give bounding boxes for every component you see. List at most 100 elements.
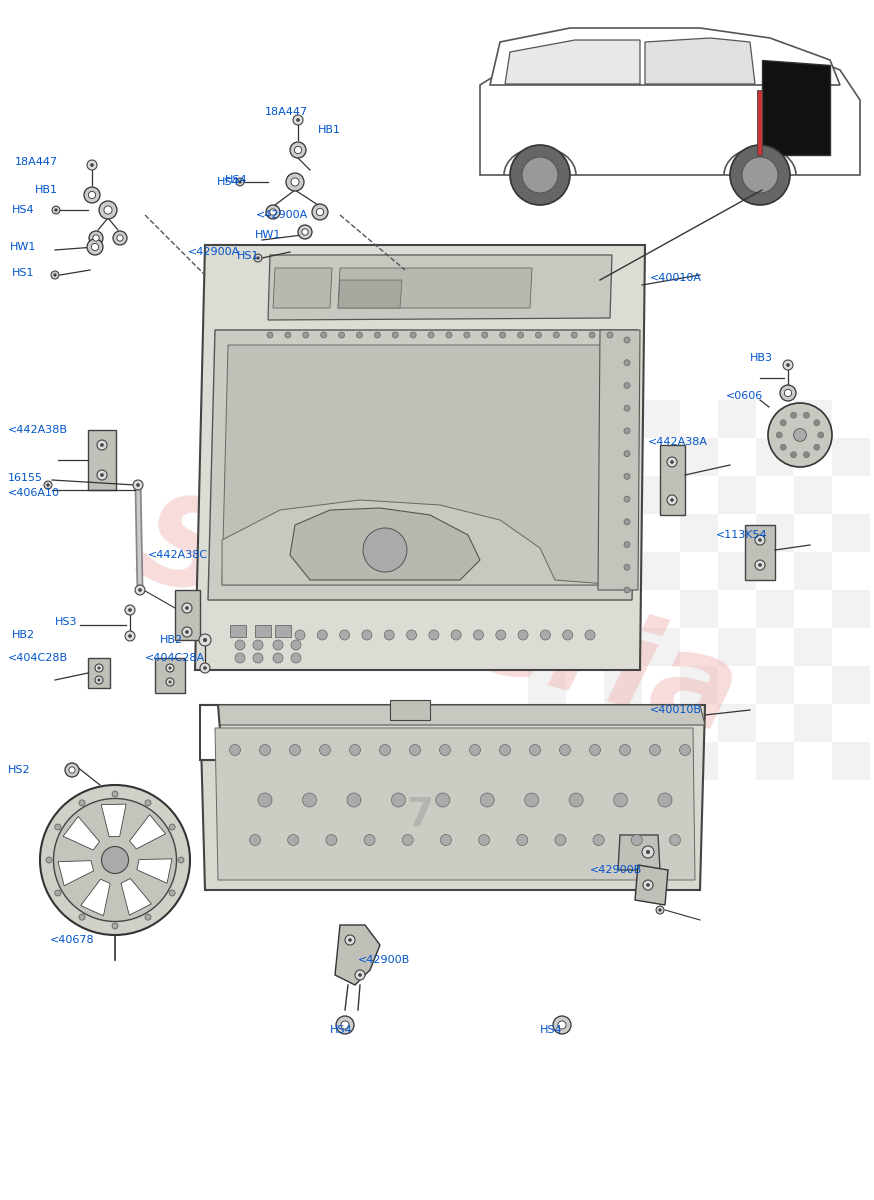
- Circle shape: [624, 564, 630, 570]
- Circle shape: [145, 800, 151, 806]
- Bar: [566, 400, 604, 438]
- Circle shape: [87, 160, 97, 170]
- Circle shape: [166, 678, 174, 686]
- Circle shape: [117, 235, 123, 241]
- Polygon shape: [762, 60, 830, 155]
- Circle shape: [204, 666, 206, 670]
- Polygon shape: [273, 268, 332, 308]
- Circle shape: [320, 744, 330, 756]
- Circle shape: [364, 834, 375, 846]
- Circle shape: [536, 332, 541, 338]
- Polygon shape: [101, 804, 126, 836]
- Bar: [566, 438, 604, 476]
- Polygon shape: [200, 704, 705, 890]
- Circle shape: [270, 209, 276, 215]
- Circle shape: [88, 191, 95, 198]
- Circle shape: [559, 744, 571, 756]
- Circle shape: [624, 428, 630, 434]
- Polygon shape: [598, 330, 640, 590]
- Text: <406A10: <406A10: [8, 488, 60, 498]
- Text: <404C28A: <404C28A: [145, 653, 205, 662]
- Bar: [490, 514, 528, 552]
- Bar: [528, 742, 566, 780]
- Circle shape: [624, 451, 630, 457]
- Bar: [794, 628, 832, 666]
- Text: HB1: HB1: [35, 185, 58, 194]
- Circle shape: [406, 630, 417, 640]
- Circle shape: [203, 638, 207, 642]
- Bar: [604, 704, 642, 742]
- Circle shape: [410, 744, 420, 756]
- Bar: [642, 628, 680, 666]
- Text: Scuderia: Scuderia: [124, 482, 750, 758]
- Circle shape: [429, 630, 439, 640]
- Circle shape: [624, 587, 630, 593]
- Circle shape: [410, 332, 416, 338]
- Circle shape: [780, 444, 787, 450]
- Circle shape: [46, 857, 52, 863]
- Bar: [832, 514, 870, 552]
- Circle shape: [40, 785, 190, 935]
- Bar: [756, 704, 794, 742]
- Bar: [756, 666, 794, 704]
- Bar: [566, 476, 604, 514]
- Text: HB2: HB2: [160, 635, 184, 646]
- Circle shape: [79, 914, 85, 920]
- Circle shape: [814, 444, 820, 450]
- Circle shape: [402, 834, 413, 846]
- Circle shape: [316, 209, 323, 216]
- Circle shape: [730, 145, 790, 205]
- Text: HS1: HS1: [237, 251, 260, 260]
- Circle shape: [53, 798, 177, 922]
- Circle shape: [464, 332, 470, 338]
- Circle shape: [326, 834, 336, 846]
- Circle shape: [113, 230, 127, 245]
- Circle shape: [768, 403, 832, 467]
- Bar: [642, 590, 680, 628]
- Circle shape: [524, 793, 538, 806]
- Bar: [642, 552, 680, 590]
- Bar: [718, 514, 756, 552]
- Bar: [88, 430, 116, 490]
- Bar: [756, 742, 794, 780]
- Bar: [832, 438, 870, 476]
- Bar: [745, 526, 775, 580]
- Bar: [604, 590, 642, 628]
- Circle shape: [755, 560, 765, 570]
- Circle shape: [814, 420, 820, 426]
- Circle shape: [349, 938, 351, 942]
- Circle shape: [436, 793, 450, 806]
- Circle shape: [99, 200, 117, 218]
- Text: <40010B: <40010B: [650, 704, 702, 715]
- Circle shape: [55, 209, 57, 211]
- Circle shape: [312, 204, 328, 220]
- Bar: [680, 400, 718, 438]
- Bar: [718, 704, 756, 742]
- Circle shape: [563, 630, 572, 640]
- Bar: [490, 742, 528, 780]
- Circle shape: [125, 631, 135, 641]
- Bar: [680, 704, 718, 742]
- Circle shape: [803, 413, 809, 419]
- Text: HB1: HB1: [318, 125, 341, 134]
- Circle shape: [624, 473, 630, 479]
- Circle shape: [95, 676, 103, 684]
- Circle shape: [347, 793, 361, 806]
- Circle shape: [125, 605, 135, 614]
- Circle shape: [291, 653, 301, 662]
- Polygon shape: [215, 728, 695, 880]
- Circle shape: [133, 480, 143, 490]
- Bar: [604, 476, 642, 514]
- Circle shape: [642, 846, 654, 858]
- Text: HB2: HB2: [12, 630, 35, 640]
- Bar: [832, 704, 870, 742]
- Circle shape: [624, 518, 630, 524]
- Bar: [832, 742, 870, 780]
- Bar: [718, 438, 756, 476]
- Bar: [794, 742, 832, 780]
- Circle shape: [92, 244, 99, 251]
- Bar: [832, 590, 870, 628]
- Circle shape: [93, 235, 99, 241]
- Circle shape: [659, 908, 662, 911]
- Polygon shape: [222, 500, 620, 584]
